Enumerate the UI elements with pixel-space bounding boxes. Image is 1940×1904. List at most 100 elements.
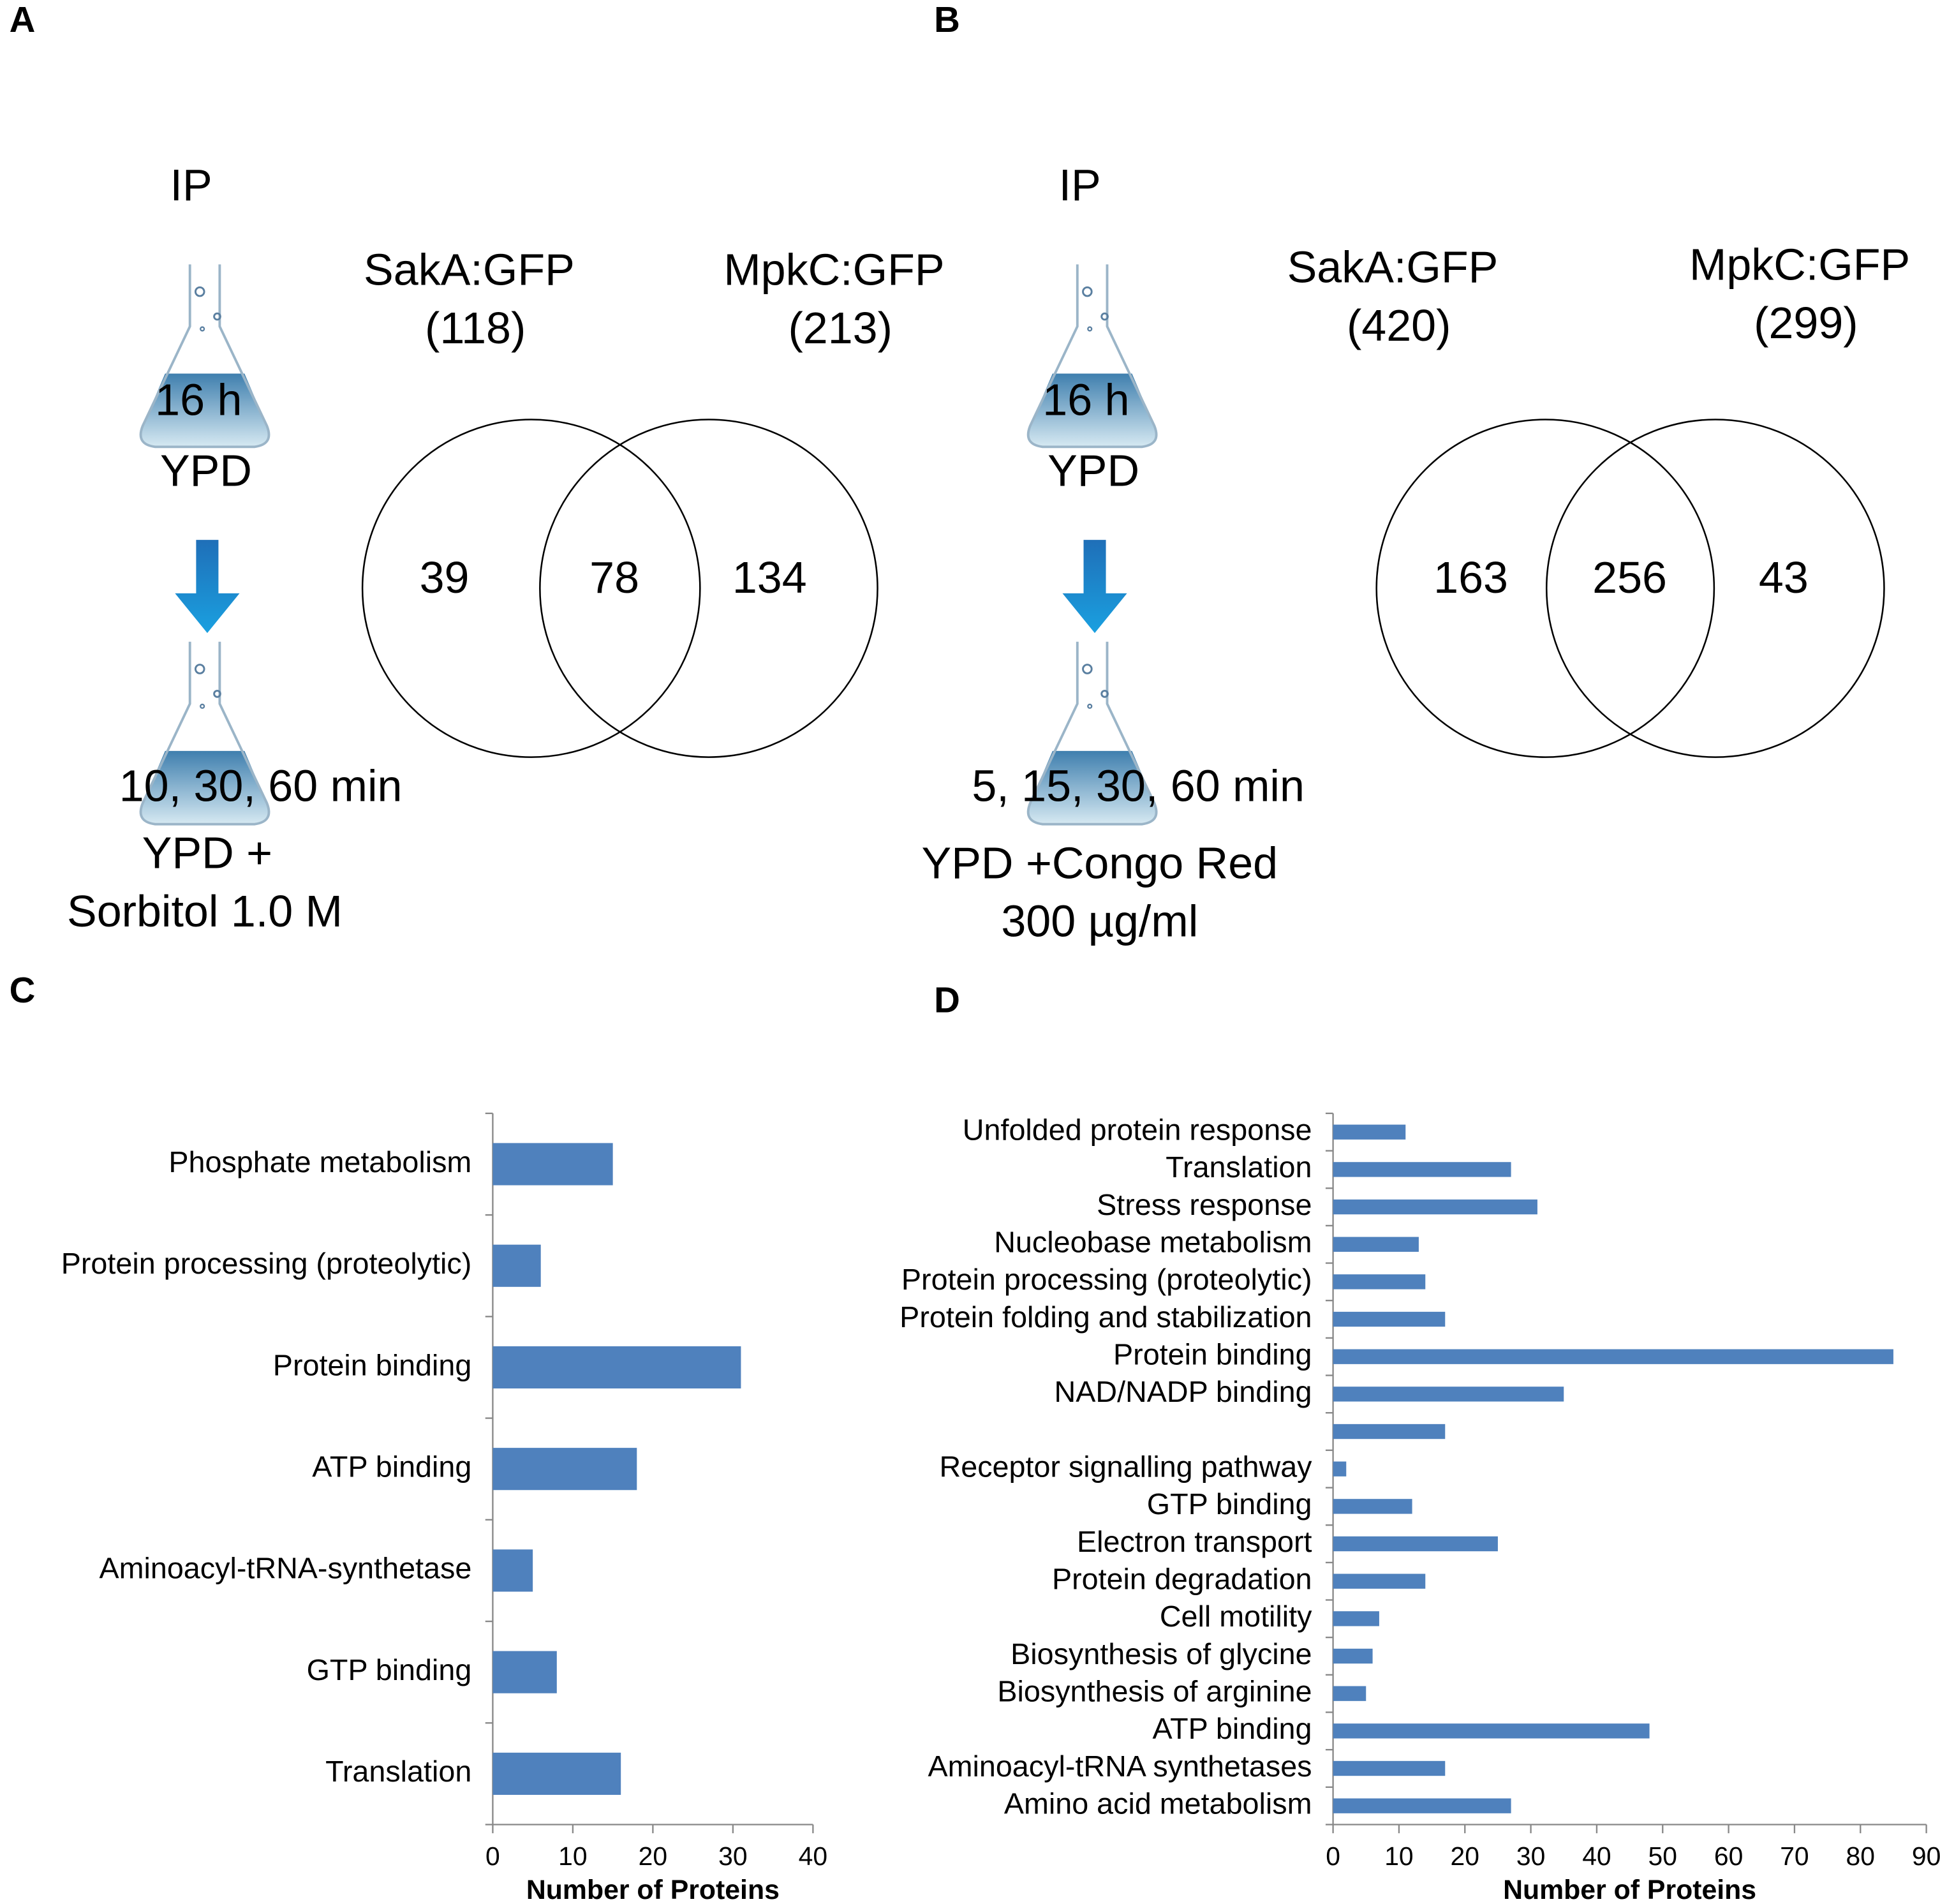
bar — [1333, 1424, 1446, 1439]
flask-liquid — [1028, 373, 1157, 447]
y-tick-label: Protein folding and stabilization — [900, 1300, 1312, 1334]
bar — [1333, 1611, 1379, 1626]
set-total: (299) — [1754, 298, 1858, 348]
bar — [1333, 1686, 1366, 1701]
x-tick-label: 60 — [1714, 1841, 1743, 1871]
bubble — [200, 326, 205, 332]
y-tick-label: Translation — [325, 1755, 471, 1788]
medium-label: YPD +Congo Red — [922, 838, 1278, 888]
bubble — [1082, 664, 1093, 674]
venn-circle — [1375, 419, 1715, 758]
x-tick-label: 10 — [558, 1841, 587, 1871]
y-tick-label: GTP binding — [1147, 1487, 1312, 1521]
venn-count: 43 — [1759, 553, 1809, 602]
bubble — [1100, 312, 1109, 321]
medium-label: YPD + — [142, 828, 272, 878]
bubble — [213, 312, 221, 321]
venn-circle — [1545, 419, 1885, 758]
bubble — [213, 690, 221, 698]
bubble — [1087, 703, 1093, 709]
ip-label: IP — [170, 160, 212, 210]
flask — [139, 264, 270, 449]
time-label: 16 h — [1042, 375, 1129, 425]
y-tick-label: Biosynthesis of arginine — [997, 1675, 1312, 1708]
venn-count: 134 — [732, 553, 807, 602]
bar — [492, 1448, 637, 1491]
set-total: (118) — [425, 303, 526, 353]
y-tick-label: Amino acid metabolism — [1004, 1787, 1312, 1820]
venn-circle — [361, 419, 701, 758]
y-tick-label: Receptor signalling pathway — [940, 1450, 1313, 1484]
set-name: SakA:GFP — [364, 244, 575, 294]
bar — [1333, 1760, 1446, 1776]
bubble — [194, 664, 205, 674]
flask-liquid — [140, 750, 269, 824]
bubble — [1087, 326, 1093, 332]
bar — [492, 1346, 741, 1389]
bar — [1333, 1499, 1412, 1514]
venn-count: 78 — [589, 553, 639, 602]
panel-label: C — [10, 970, 36, 1010]
bar — [1333, 1723, 1650, 1739]
bar — [492, 1244, 541, 1287]
y-tick-label: Protein processing (proteolytic) — [61, 1247, 472, 1280]
bar — [492, 1651, 557, 1693]
bar — [1333, 1274, 1426, 1290]
x-tick-label: 0 — [485, 1841, 500, 1871]
y-tick-label: Stress response — [1097, 1188, 1312, 1221]
venn-count: 39 — [420, 553, 470, 602]
bubble — [194, 286, 205, 297]
y-tick-label: NAD/NADP binding — [1055, 1375, 1312, 1408]
bar — [492, 1752, 621, 1795]
set-total: (420) — [1347, 301, 1451, 350]
x-tick-label: 40 — [799, 1841, 827, 1871]
bar — [1333, 1162, 1511, 1177]
bar — [1333, 1536, 1498, 1552]
medium-label: YPD — [160, 446, 252, 496]
set-total: (213) — [788, 303, 892, 353]
y-tick-label: Aminoacyl-tRNA-synthetase — [99, 1552, 471, 1585]
arrow — [175, 540, 240, 634]
x-tick-label: 30 — [1516, 1841, 1545, 1871]
x-tick-label: 10 — [1384, 1841, 1413, 1871]
x-tick-label: 20 — [1451, 1841, 1479, 1871]
medium-label: YPD — [1048, 446, 1139, 496]
y-tick-label: ATP binding — [312, 1450, 471, 1484]
time-label: 5, 15, 30, 60 min — [972, 761, 1305, 811]
bar — [1333, 1648, 1373, 1664]
y-tick-label: Electron transport — [1077, 1525, 1312, 1558]
y-tick-label: Cell motility — [1160, 1600, 1312, 1633]
bubble — [1082, 286, 1093, 297]
x-tick-label: 70 — [1780, 1841, 1809, 1871]
flask — [1026, 641, 1158, 826]
bar — [1333, 1798, 1511, 1813]
medium-label: 300 µg/ml — [1001, 896, 1198, 946]
y-tick-label: Phosphate metabolism — [168, 1145, 471, 1179]
set-name: MpkC:GFP — [723, 244, 944, 294]
x-tick-label: 0 — [1326, 1841, 1340, 1871]
y-tick-label: Protein binding — [273, 1348, 472, 1381]
set-name: SakA:GFP — [1287, 242, 1499, 292]
x-tick-label: 40 — [1582, 1841, 1611, 1871]
y-tick-label: Aminoacyl-tRNA synthetases — [928, 1750, 1312, 1783]
x-axis-label: Number of Proteins — [1503, 1875, 1756, 1904]
panel-label: A — [10, 0, 36, 40]
arrow — [1062, 540, 1127, 634]
y-tick-label: Translation — [1166, 1150, 1312, 1184]
x-tick-label: 20 — [639, 1841, 667, 1871]
time-label: 16 h — [155, 375, 242, 425]
y-tick-label: Protein processing (proteolytic) — [901, 1263, 1312, 1296]
panel-label: B — [934, 0, 960, 40]
bar — [1333, 1199, 1537, 1215]
flask-liquid — [1028, 750, 1157, 824]
time-label: 10, 30, 60 min — [119, 761, 403, 811]
bubble — [1100, 690, 1109, 698]
bar — [1333, 1349, 1893, 1364]
y-tick-label: Protein binding — [1113, 1338, 1312, 1371]
flask-liquid — [140, 373, 269, 447]
bar — [1333, 1573, 1426, 1589]
x-tick-label: 80 — [1846, 1841, 1875, 1871]
venn-count: 163 — [1433, 553, 1508, 602]
y-tick-label: Unfolded protein response — [963, 1113, 1312, 1147]
y-tick-label: Biosynthesis of glycine — [1011, 1637, 1312, 1670]
